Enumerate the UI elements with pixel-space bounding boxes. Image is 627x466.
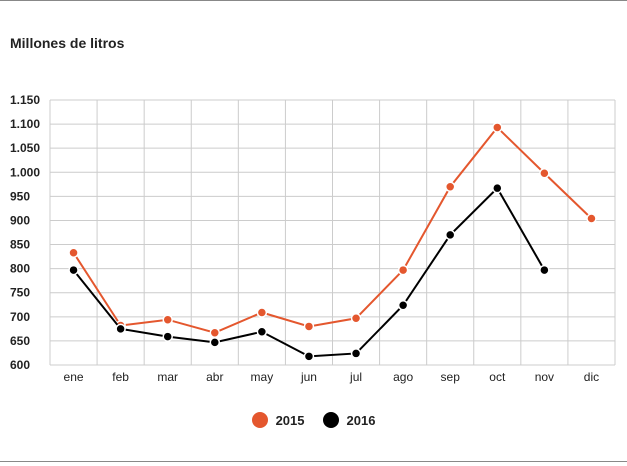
data-point-2015: [397, 264, 409, 276]
legend-swatch-2015: [251, 412, 268, 428]
bottom-rule: [0, 461, 627, 462]
legend: 2015 2016: [0, 412, 627, 428]
data-point-2015: [162, 314, 173, 325]
x-tick-label: feb: [112, 370, 129, 384]
x-tick-label: nov: [535, 370, 554, 384]
data-point-2015: [209, 327, 221, 338]
x-tick-label: ago: [393, 370, 413, 384]
legend-swatch-2016: [322, 412, 339, 428]
data-point-2015: [303, 321, 315, 332]
top-rule: [0, 0, 627, 1]
data-point-2015: [350, 313, 362, 324]
data-point-2015: [492, 122, 503, 133]
series-line-2015: [72, 125, 593, 334]
data-point-2016: [256, 326, 268, 338]
y-tick-label: 1.150: [10, 93, 40, 107]
data-point-2016: [68, 264, 79, 276]
data-point-2016: [303, 351, 315, 362]
y-tick-label: 700: [10, 310, 30, 324]
data-point-2016: [350, 348, 362, 359]
data-point-2015: [444, 181, 456, 192]
y-tick-label: 800: [10, 262, 30, 276]
y-tick-label: 650: [10, 334, 30, 348]
data-point-2016: [397, 300, 409, 311]
y-tick-label: 750: [10, 286, 30, 300]
y-tick-label: 1.050: [10, 141, 40, 155]
x-tick-label: abr: [206, 370, 223, 384]
data-point-2016: [209, 337, 221, 348]
y-tick-label: 900: [10, 213, 30, 227]
legend-item-2015: 2015: [251, 412, 305, 428]
y-tick-label: 850: [10, 238, 30, 252]
x-tick-label: oct: [489, 370, 506, 384]
x-tick-label: ene: [64, 370, 84, 384]
x-tick-label: may: [251, 370, 274, 384]
x-tick-label: mar: [157, 370, 178, 384]
x-tick-label: jul: [349, 370, 362, 384]
data-point-2015: [68, 247, 79, 258]
data-point-2016: [539, 264, 550, 276]
data-point-2016: [444, 229, 456, 241]
x-tick-label: jun: [300, 370, 317, 384]
y-axis-label: Millones de litros: [10, 35, 125, 51]
y-tick-label: 600: [10, 358, 30, 372]
x-tick-label: sep: [441, 370, 461, 384]
legend-label-2015: 2015: [275, 412, 305, 428]
legend-item-2016: 2016: [322, 412, 376, 428]
y-tick-label: 950: [10, 189, 30, 203]
data-point-2016: [492, 182, 503, 194]
data-point-2016: [115, 323, 126, 335]
y-tick-label: 1.000: [10, 165, 40, 179]
x-tick-label: dic: [584, 370, 599, 384]
data-point-2015: [539, 167, 550, 179]
legend-label-2016: 2016: [346, 412, 376, 428]
y-tick-label: 1.100: [10, 117, 40, 131]
data-point-2016: [162, 331, 173, 342]
data-point-2015: [586, 213, 597, 224]
data-point-2015: [256, 307, 268, 318]
